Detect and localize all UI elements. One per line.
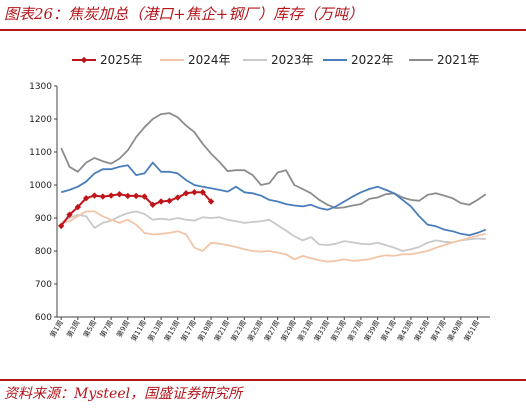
series-line-2021年 xyxy=(60,112,487,210)
data-point xyxy=(132,192,140,200)
legend-label: 2023年 xyxy=(271,53,314,67)
y-tick-label: 1300 xyxy=(29,82,52,92)
chart-title: 图表26：焦炭加总（港口+焦企+钢厂）库存（万吨） xyxy=(4,5,364,23)
data-point xyxy=(116,191,123,198)
x-tick-label: 第7周 xyxy=(98,319,115,339)
legend-label: 2022年 xyxy=(351,53,394,67)
series-line-2022年 xyxy=(60,161,487,237)
y-axis: 600 700 800 900 1000 1100 1200 1300 xyxy=(29,82,58,323)
data-point xyxy=(82,195,90,202)
data-point xyxy=(99,193,106,200)
data-point xyxy=(174,194,181,201)
series-line-2024年 xyxy=(61,210,487,263)
legend-label: 2025年 xyxy=(100,53,143,67)
x-tick-label: 第3周 xyxy=(65,319,82,339)
data-point xyxy=(191,189,198,196)
x-axis: 第1周 第3周 第5周 第7周 第9周第11周第13周第15周第17周第19周第21周第… xyxy=(48,316,490,343)
x-tick-label: 第9周 xyxy=(114,319,131,339)
line-chart: 2025年 2024年 2023年 2022年 2021年 600 700 800 900 10… xyxy=(29,53,490,343)
data-point xyxy=(66,211,73,218)
legend-label: 2021年 xyxy=(437,53,480,67)
title-divider xyxy=(0,29,526,31)
data-point xyxy=(107,192,115,199)
y-tick-label: 800 xyxy=(35,247,52,257)
data-point xyxy=(182,190,190,197)
data-point xyxy=(74,203,82,211)
data-point xyxy=(91,192,98,199)
data-point xyxy=(207,198,215,205)
source-note: 资料来源：Mysteel，国盛证券研究所 xyxy=(4,386,243,402)
data-point xyxy=(157,198,165,205)
legend-label: 2024年 xyxy=(188,53,231,67)
data-point xyxy=(166,197,173,205)
series-line-2023年 xyxy=(60,210,486,252)
legend-marker xyxy=(80,56,88,64)
data-point xyxy=(141,193,148,200)
plot-area xyxy=(57,112,487,263)
data-point xyxy=(124,192,131,200)
y-tick-label: 1200 xyxy=(29,115,52,125)
legend: 2025年 2024年 2023年 2022年 2021年 xyxy=(72,53,480,67)
y-tick-label: 900 xyxy=(35,214,52,224)
source-divider xyxy=(0,379,526,381)
y-tick-label: 700 xyxy=(35,280,52,290)
data-point xyxy=(199,189,206,196)
data-point xyxy=(57,222,65,230)
y-tick-label: 1100 xyxy=(29,148,52,158)
data-point xyxy=(149,201,156,208)
x-tick-label: 第51周 xyxy=(462,319,481,343)
y-tick-label: 600 xyxy=(35,313,52,323)
x-tick-label: 第5周 xyxy=(81,319,98,339)
y-tick-label: 1000 xyxy=(29,181,52,191)
